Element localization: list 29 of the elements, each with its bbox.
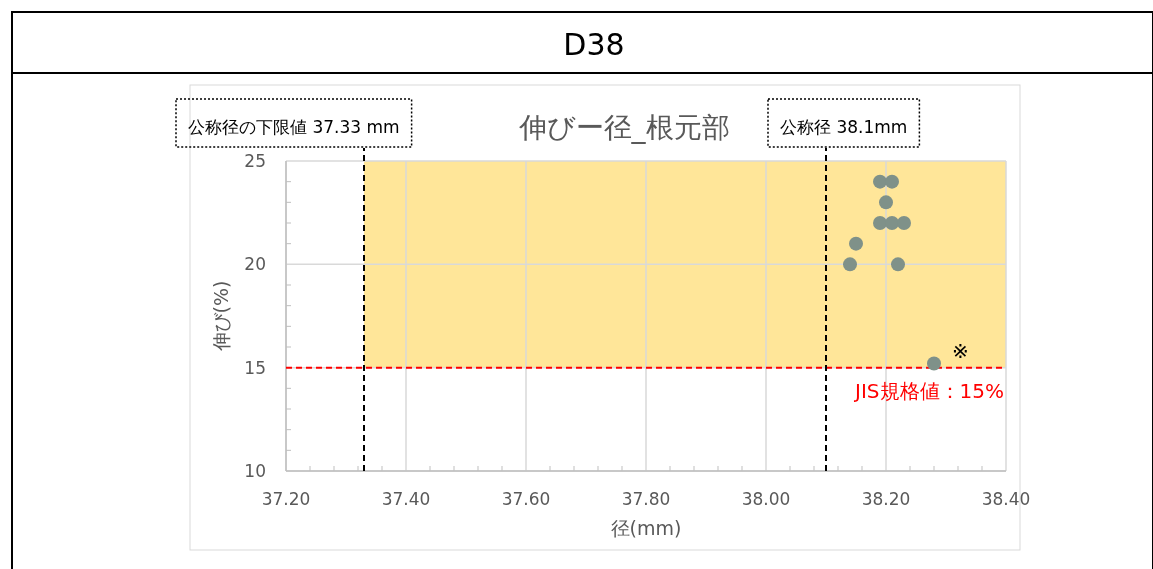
y-tick-label: 15: [244, 357, 266, 378]
point: [849, 236, 863, 251]
y-axis-title: 伸び(%): [210, 280, 232, 353]
chart-title: D38: [563, 27, 625, 62]
y-tick-label: 25: [244, 151, 266, 171]
point: [885, 174, 899, 189]
ref-line-label: JIS規格値：15%: [853, 378, 1004, 403]
point: [873, 216, 887, 230]
x-tick-label: 38.00: [741, 489, 791, 509]
x-tick-label: 37.20: [261, 489, 311, 509]
ref-line-label: 公称径 38.1mm: [780, 117, 908, 137]
ref-line-label: 公称径の下限値 37.33 mm: [188, 117, 400, 137]
y-tick-label: 10: [244, 461, 266, 481]
x-tick-label: 37.80: [621, 489, 671, 509]
point: [927, 356, 941, 371]
point: [843, 257, 857, 272]
chart-subtitle: 伸びー径_根元部: [517, 111, 730, 144]
point: [873, 174, 887, 189]
point: [897, 216, 911, 230]
x-tick-label: 38.40: [981, 489, 1031, 509]
point: [891, 257, 905, 272]
x-tick-label: 37.40: [381, 489, 431, 509]
x-axis-title: 径(mm): [610, 517, 682, 539]
x-tick-label: 37.60: [501, 489, 551, 509]
annotation: ※: [952, 338, 969, 363]
y-tick-label: 20: [244, 254, 266, 275]
x-tick-label: 38.20: [861, 489, 911, 509]
point: [879, 195, 893, 210]
point: [885, 216, 899, 230]
